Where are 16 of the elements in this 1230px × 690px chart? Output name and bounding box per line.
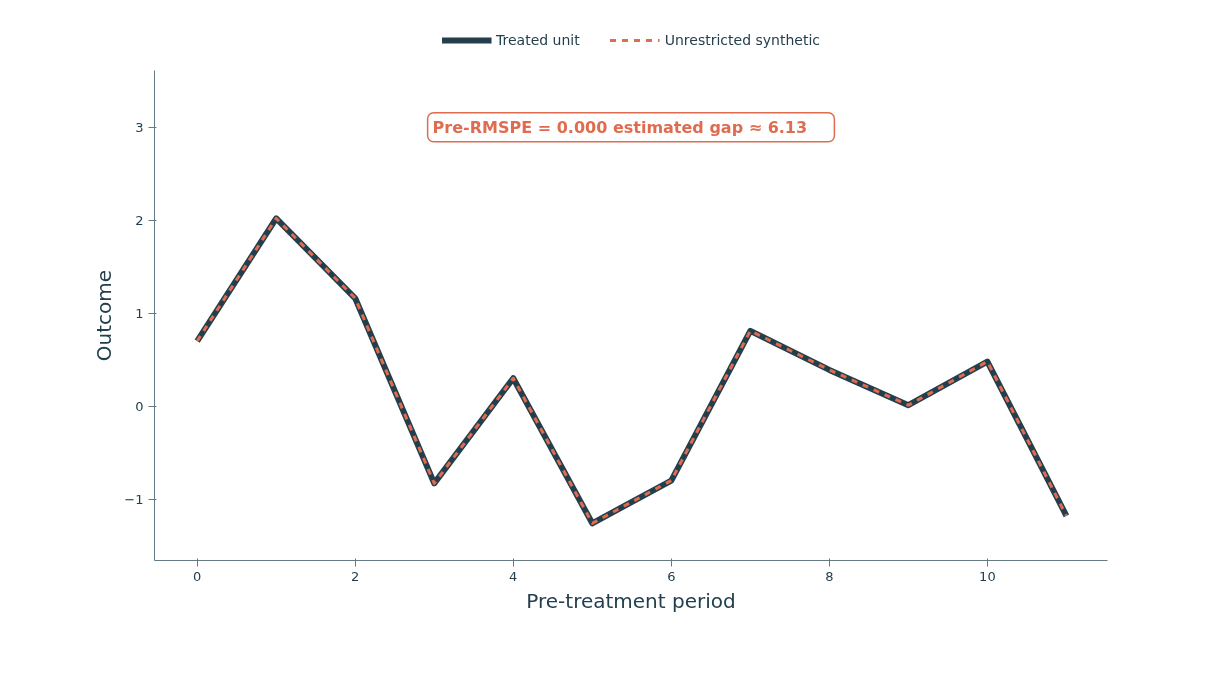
x-tick-label: 8 [825, 568, 834, 584]
x-tick-label: 6 [667, 568, 676, 584]
legend-label: Treated unit [496, 32, 580, 48]
y-axis-title: Outcome [92, 269, 117, 362]
x-tick-label: 4 [509, 568, 518, 584]
y-tick-label: 1 [135, 305, 144, 321]
x-tick-label: 0 [193, 568, 202, 584]
legend-label: Unrestricted synthetic [664, 32, 820, 48]
y-tick-label: 0 [135, 398, 144, 414]
x-axis-title: Pre-treatment period [526, 588, 736, 613]
x-tick-label: 10 [979, 568, 996, 584]
y-tick-label: 2 [135, 212, 144, 228]
y-tick-label: −1 [124, 491, 144, 507]
y-tick-label: 3 [135, 119, 144, 135]
x-tick-label: 2 [351, 568, 360, 584]
annotation: Pre-RMSPE = 0.000 estimated gap ≈ 6.13 [432, 117, 808, 137]
